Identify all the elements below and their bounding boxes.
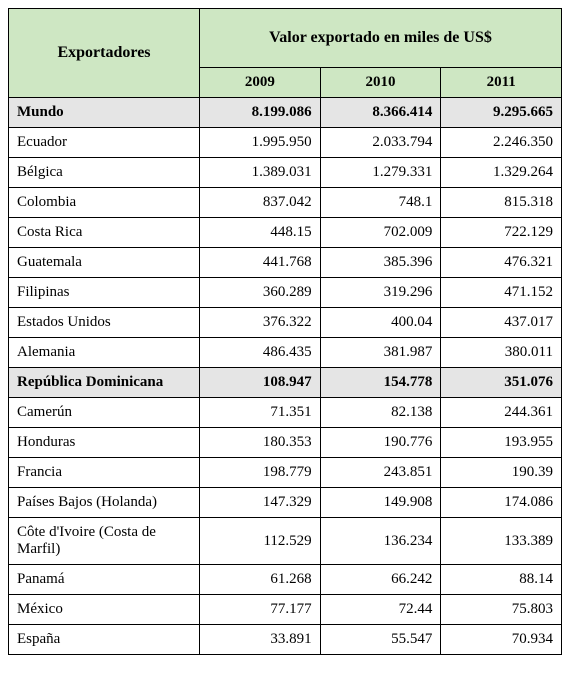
value-header: Valor exportado en miles de US$ (200, 9, 562, 68)
country-cell: Ecuador (9, 128, 200, 158)
country-cell: Honduras (9, 428, 200, 458)
value-cell: 1.329.264 (441, 158, 562, 188)
table-row: México77.17772.4475.803 (9, 595, 562, 625)
value-cell: 351.076 (441, 368, 562, 398)
table-row: Costa Rica448.15702.009722.129 (9, 218, 562, 248)
value-cell: 180.353 (200, 428, 321, 458)
country-cell: Alemania (9, 338, 200, 368)
country-cell: Filipinas (9, 278, 200, 308)
value-cell: 70.934 (441, 625, 562, 655)
value-cell: 9.295.665 (441, 98, 562, 128)
table-row: Ecuador1.995.9502.033.7942.246.350 (9, 128, 562, 158)
value-cell: 61.268 (200, 565, 321, 595)
value-cell: 815.318 (441, 188, 562, 218)
value-cell: 190.39 (441, 458, 562, 488)
table-row: Filipinas360.289319.296471.152 (9, 278, 562, 308)
country-cell: Bélgica (9, 158, 200, 188)
value-cell: 190.776 (320, 428, 441, 458)
header-row-1: Exportadores Valor exportado en miles de… (9, 9, 562, 68)
value-cell: 471.152 (441, 278, 562, 308)
value-cell: 75.803 (441, 595, 562, 625)
value-cell: 193.955 (441, 428, 562, 458)
value-cell: 8.366.414 (320, 98, 441, 128)
value-cell: 441.768 (200, 248, 321, 278)
value-cell: 2.033.794 (320, 128, 441, 158)
value-cell: 133.389 (441, 518, 562, 565)
value-cell: 722.129 (441, 218, 562, 248)
value-cell: 71.351 (200, 398, 321, 428)
table-row: Côte d'Ivoire (Costa de Marfil)112.52913… (9, 518, 562, 565)
year-header-2010: 2010 (320, 68, 441, 98)
table-row: Panamá61.26866.24288.14 (9, 565, 562, 595)
exporters-header: Exportadores (9, 9, 200, 98)
table-row: Alemania486.435381.987380.011 (9, 338, 562, 368)
country-cell: Panamá (9, 565, 200, 595)
country-cell: Guatemala (9, 248, 200, 278)
value-cell: 381.987 (320, 338, 441, 368)
table-row: Países Bajos (Holanda)147.329149.908174.… (9, 488, 562, 518)
value-cell: 82.138 (320, 398, 441, 428)
value-cell: 2.246.350 (441, 128, 562, 158)
value-cell: 244.361 (441, 398, 562, 428)
value-cell: 198.779 (200, 458, 321, 488)
value-cell: 154.778 (320, 368, 441, 398)
value-cell: 1.995.950 (200, 128, 321, 158)
country-cell: Mundo (9, 98, 200, 128)
value-cell: 136.234 (320, 518, 441, 565)
table-body: Mundo8.199.0868.366.4149.295.665Ecuador1… (9, 98, 562, 655)
value-cell: 400.04 (320, 308, 441, 338)
value-cell: 1.279.331 (320, 158, 441, 188)
year-header-2011: 2011 (441, 68, 562, 98)
table-row: Colombia837.042748.1815.318 (9, 188, 562, 218)
country-cell: España (9, 625, 200, 655)
value-cell: 55.547 (320, 625, 441, 655)
value-cell: 112.529 (200, 518, 321, 565)
table-row: Francia198.779243.851190.39 (9, 458, 562, 488)
value-cell: 33.891 (200, 625, 321, 655)
value-cell: 486.435 (200, 338, 321, 368)
table-row: Estados Unidos376.322400.04437.017 (9, 308, 562, 338)
value-cell: 66.242 (320, 565, 441, 595)
value-cell: 108.947 (200, 368, 321, 398)
value-cell: 837.042 (200, 188, 321, 218)
value-cell: 8.199.086 (200, 98, 321, 128)
table-row: Bélgica1.389.0311.279.3311.329.264 (9, 158, 562, 188)
value-cell: 385.396 (320, 248, 441, 278)
value-cell: 476.321 (441, 248, 562, 278)
value-cell: 437.017 (441, 308, 562, 338)
value-cell: 380.011 (441, 338, 562, 368)
table-row: Guatemala441.768385.396476.321 (9, 248, 562, 278)
year-header-2009: 2009 (200, 68, 321, 98)
country-cell: Côte d'Ivoire (Costa de Marfil) (9, 518, 200, 565)
value-cell: 360.289 (200, 278, 321, 308)
table-row: República Dominicana108.947154.778351.07… (9, 368, 562, 398)
value-cell: 174.086 (441, 488, 562, 518)
table-row: Camerún71.35182.138244.361 (9, 398, 562, 428)
value-cell: 77.177 (200, 595, 321, 625)
country-cell: Colombia (9, 188, 200, 218)
value-cell: 147.329 (200, 488, 321, 518)
exports-table: Exportadores Valor exportado en miles de… (8, 8, 562, 655)
value-cell: 149.908 (320, 488, 441, 518)
country-cell: Costa Rica (9, 218, 200, 248)
value-cell: 702.009 (320, 218, 441, 248)
country-cell: Países Bajos (Holanda) (9, 488, 200, 518)
table-row: España33.89155.54770.934 (9, 625, 562, 655)
country-cell: Camerún (9, 398, 200, 428)
table-header: Exportadores Valor exportado en miles de… (9, 9, 562, 98)
value-cell: 88.14 (441, 565, 562, 595)
value-cell: 448.15 (200, 218, 321, 248)
country-cell: México (9, 595, 200, 625)
country-cell: Estados Unidos (9, 308, 200, 338)
value-cell: 72.44 (320, 595, 441, 625)
value-cell: 1.389.031 (200, 158, 321, 188)
table-row: Mundo8.199.0868.366.4149.295.665 (9, 98, 562, 128)
value-cell: 376.322 (200, 308, 321, 338)
country-cell: Francia (9, 458, 200, 488)
value-cell: 319.296 (320, 278, 441, 308)
country-cell: República Dominicana (9, 368, 200, 398)
value-cell: 748.1 (320, 188, 441, 218)
value-cell: 243.851 (320, 458, 441, 488)
table-row: Honduras180.353190.776193.955 (9, 428, 562, 458)
